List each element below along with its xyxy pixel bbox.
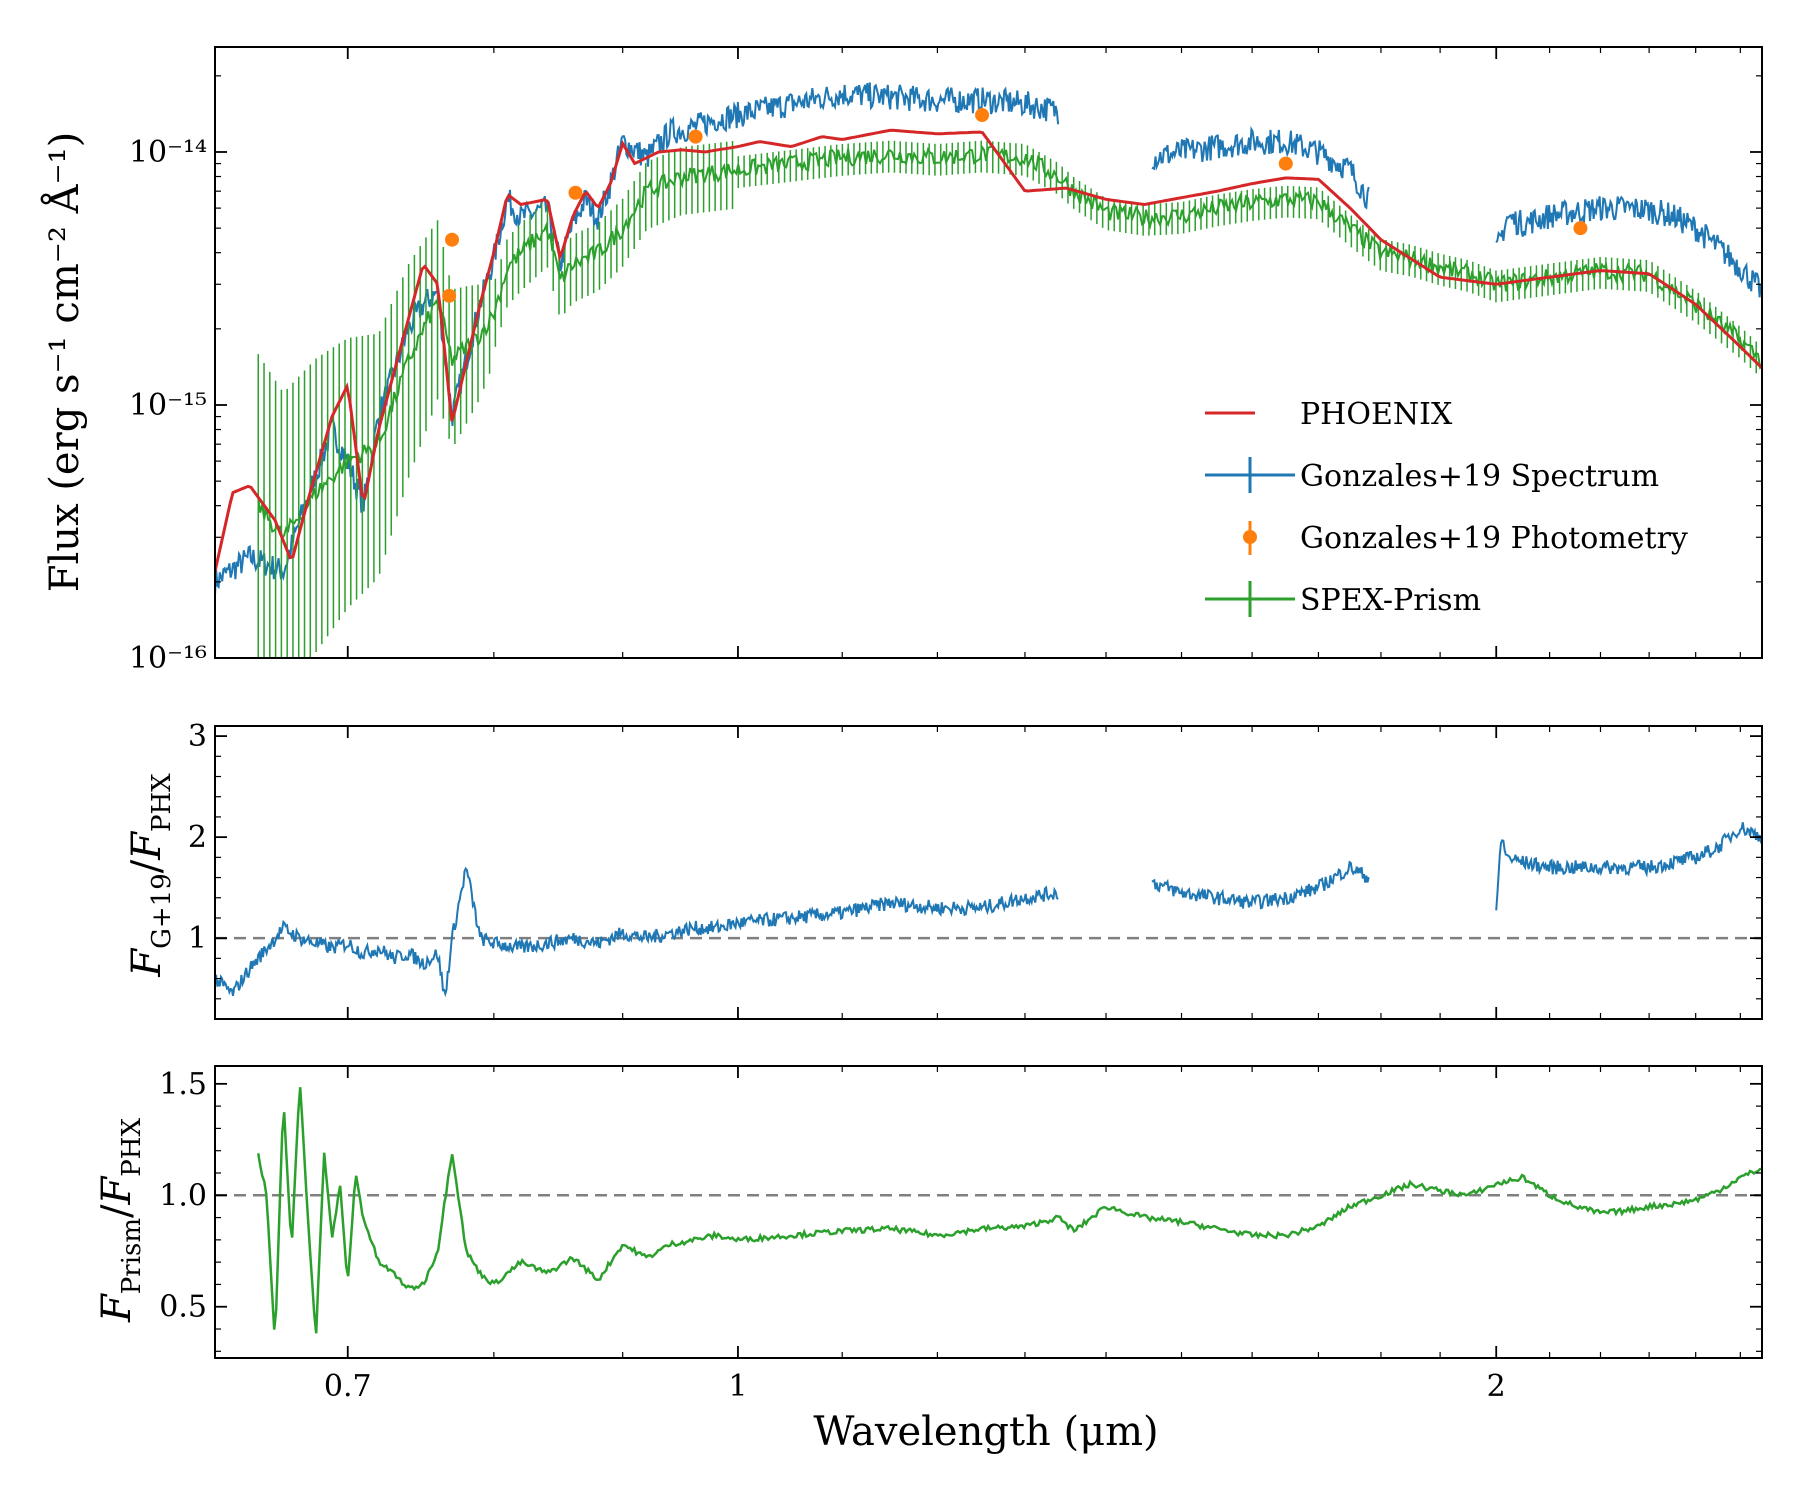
x-tick-label: 0.7 bbox=[324, 1369, 372, 1404]
spectrum-flux-line bbox=[1495, 195, 1762, 298]
y-tick-label: 3 bbox=[188, 719, 207, 754]
photometry-point bbox=[688, 129, 703, 144]
y-tick-label: 10⁻¹⁶ bbox=[129, 641, 207, 676]
ratio-g19-line bbox=[1151, 860, 1370, 910]
ratio-prism-axis-label: FPrism/FPHX bbox=[94, 1118, 147, 1323]
y-tick-label: 10⁻¹⁵ bbox=[129, 388, 207, 423]
axes-layer: 10⁻¹⁶ 10⁻¹⁵ 10⁻¹⁴ 1 2 3 0.5 1.0 1.5 0.7 1 2 bbox=[129, 46, 1763, 1404]
spectrum-flux-line bbox=[1151, 126, 1370, 210]
legend-photometry-marker bbox=[1243, 530, 1257, 544]
legend-prism-label: SPEX-Prism bbox=[1300, 583, 1481, 618]
y-tick-label: 10⁻¹⁴ bbox=[129, 135, 207, 170]
panel-flux-frame bbox=[214, 46, 1763, 659]
phoenix-model-line bbox=[215, 128, 1762, 572]
photometry-point bbox=[1573, 221, 1588, 236]
photometry-point bbox=[445, 232, 460, 247]
photometry-point bbox=[975, 108, 990, 123]
legend-spectrum-label: Gonzales+19 Spectrum bbox=[1300, 459, 1659, 494]
ratio-g19-line bbox=[215, 866, 1059, 998]
legend-photometry-label: Gonzales+19 Photometry bbox=[1300, 521, 1688, 556]
panel-ratio-g19-plot bbox=[215, 822, 1762, 998]
flux-axis-label: Flux (erg s⁻¹ cm⁻² Å⁻¹) bbox=[41, 132, 88, 593]
y-tick-label: 1.5 bbox=[159, 1067, 207, 1102]
legend: PHOENIX Gonzales+19 Spectrum Gonzales+19… bbox=[1205, 397, 1688, 618]
y-tick-label: 1.0 bbox=[159, 1178, 207, 1213]
x-tick-label: 2 bbox=[1487, 1369, 1506, 1404]
panel-ratio-prism-frame bbox=[214, 1065, 1763, 1359]
legend-phoenix-label: PHOENIX bbox=[1300, 397, 1453, 432]
panel-flux-plot bbox=[215, 82, 1762, 658]
ratio-g19-line bbox=[1495, 822, 1762, 911]
y-tick-label: 1 bbox=[188, 921, 207, 956]
x-axis-label: Wavelength (μm) bbox=[813, 1409, 1158, 1455]
photometry-point bbox=[568, 185, 583, 200]
ratio-g19-axis-label: FG+19/FPHX bbox=[124, 773, 177, 978]
ratio-prism-line bbox=[256, 1087, 1762, 1334]
y-tick-label: 0.5 bbox=[159, 1290, 207, 1325]
y-tick-label: 2 bbox=[188, 820, 207, 855]
plot-layer bbox=[215, 82, 1762, 1334]
spectrum-flux-line bbox=[215, 82, 1060, 596]
photometry-point bbox=[1278, 156, 1293, 171]
photometry-point bbox=[442, 288, 457, 303]
panel-ratio-g19-frame bbox=[214, 725, 1763, 1020]
x-tick-label: 1 bbox=[728, 1369, 747, 1404]
panel-ratio-prism-plot bbox=[215, 1087, 1762, 1334]
